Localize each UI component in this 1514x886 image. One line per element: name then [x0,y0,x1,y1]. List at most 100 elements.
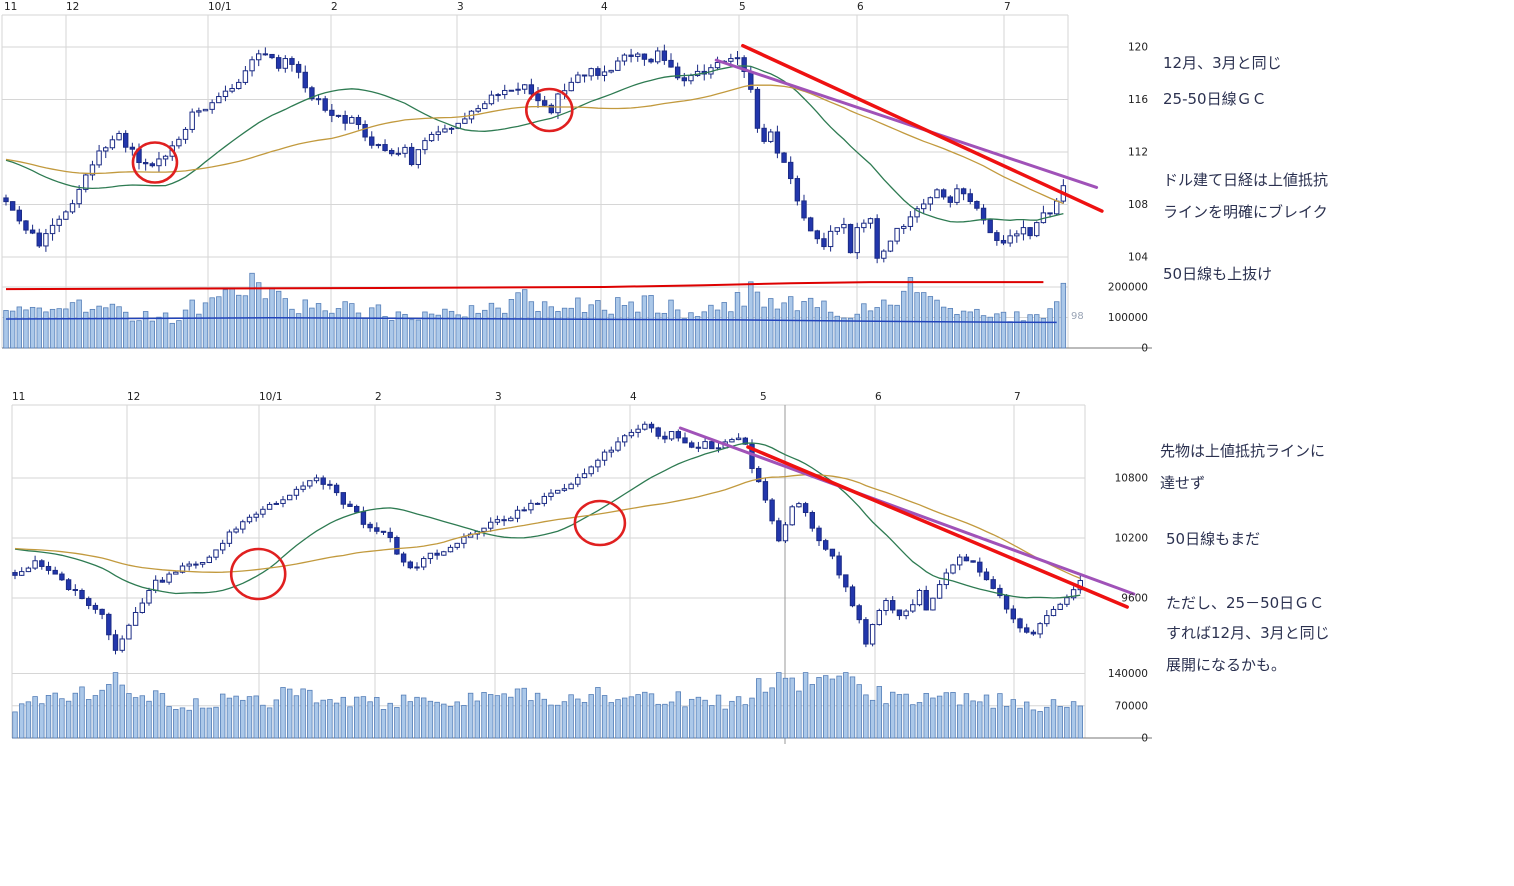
candle-down [149,163,156,167]
volume-bar [468,305,475,349]
candle-up [69,203,76,213]
volume-bar [768,298,774,349]
volume-bar [621,305,628,349]
volume-bar [709,705,715,739]
candle-up [950,564,956,574]
volume-bar [435,314,441,349]
candle-up [19,571,25,576]
volume-bar [575,698,581,739]
volume-bar [273,699,279,739]
candle-up [668,431,675,440]
volume-bar [132,697,139,739]
volume-bar [327,699,333,739]
volume-bar [561,701,568,739]
volume-bar [648,295,654,349]
candle-down [309,87,315,100]
volume-bar [615,699,621,739]
candle-down [923,589,929,611]
candle-down [501,519,507,522]
volume-bar [43,311,49,349]
volume-bar [648,693,655,739]
volume-bar [415,319,421,349]
candle-down [29,229,36,234]
volume-bar [601,695,608,739]
volume-bar [375,304,382,349]
candle-up [307,480,313,487]
moving-average-line [14,474,1081,580]
volume-bar [501,693,507,739]
volume-bar [388,320,395,349]
volume-bar [462,316,468,349]
volume-bar [86,699,92,739]
candle-down [59,573,65,581]
x-axis-label: 12 [127,391,140,403]
candle-down [675,431,681,439]
volume-bar [1060,282,1067,349]
volume-bar [286,688,293,739]
volume-bar [213,706,219,739]
candle-down [72,589,78,592]
candle-down [434,552,440,556]
volume-bar [322,310,328,349]
candle-down [36,232,42,247]
candle-up [495,94,501,97]
volume-bar [950,692,956,739]
volume-bar [702,699,708,739]
candle-down [92,604,99,610]
candle-down [289,58,295,65]
volume-bar [856,684,862,739]
candle-up [883,600,889,612]
volume-bar [402,313,408,349]
candle-down [142,162,149,165]
volume-bar [387,702,393,739]
moving-average-line [14,442,1081,599]
candle-down [322,98,328,111]
volume-bar [502,312,508,349]
volume-bar [209,297,215,349]
candle-down [1003,595,1010,610]
volume-bar [408,319,415,349]
volume-bar [260,704,266,739]
candle-down [123,132,129,148]
candle-up [260,508,266,515]
volume-bar [374,696,380,739]
candle-up [229,88,235,92]
volume-bar [12,711,18,739]
annotation-line: ただし、25－50日ＧＣ [1166,594,1325,612]
candle-down [662,435,668,440]
candle-up [1050,608,1057,617]
candle-down [754,88,761,129]
candle-up [601,451,608,461]
candle-up [415,149,422,166]
volume-bar [395,311,402,349]
candle-down [823,540,829,550]
annotation-line: 25-50日線ＧＣ [1163,90,1267,108]
volume-bar [674,309,681,349]
volume-bar [400,694,407,739]
volume-bar [394,707,400,739]
volume-bar [83,311,89,349]
volume-bar [447,705,454,739]
volume-bar [23,309,29,349]
volume-bar [1020,320,1027,349]
candle-down [987,219,993,234]
candle-up [782,524,789,542]
volume-bar [867,310,874,349]
candle-down [374,527,380,532]
x-axis-label: 6 [857,1,864,13]
volume-bar [173,709,179,739]
candle-down [994,232,1000,241]
candle-down [681,77,687,82]
data-readout-label: 98 [1071,311,1084,322]
candle-down [9,201,16,211]
volume-bar [1064,706,1070,739]
candle-down [947,196,953,203]
volume-bar [534,692,541,739]
x-axis-label: 7 [1014,391,1021,403]
candle-down [742,437,748,445]
volume-bar [262,298,269,349]
volume-bar [661,312,668,349]
candle-up [861,222,867,229]
volume-bar [595,300,601,349]
